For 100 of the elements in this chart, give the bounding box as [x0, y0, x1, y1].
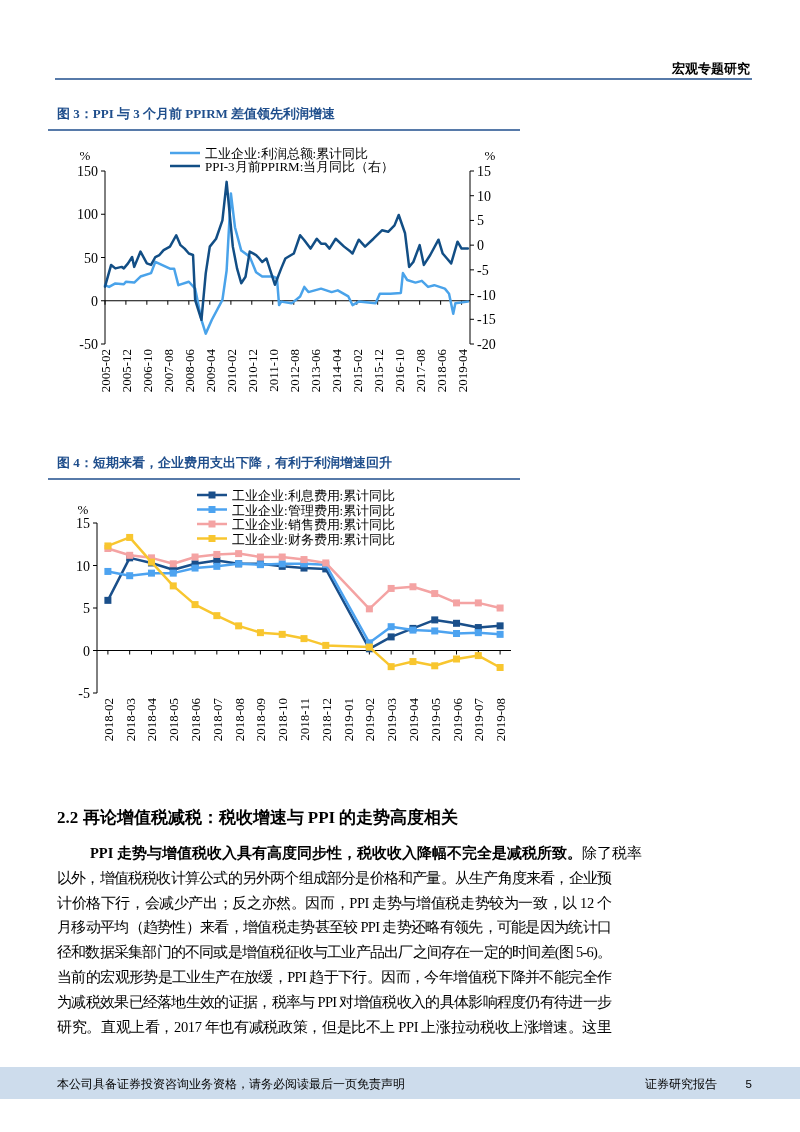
point: [496, 622, 504, 630]
x-tick-label: 2018-04: [144, 697, 160, 742]
point: [387, 663, 395, 671]
y2-tick-label: 15: [477, 164, 491, 179]
x-tick-label: 2010-02: [223, 349, 239, 393]
line-series: [103, 180, 470, 322]
y-axis-title: %: [79, 148, 91, 163]
x-tick-label: 2005-12: [118, 349, 134, 393]
y-tick-label: -50: [79, 337, 98, 352]
x-tick-label: 2012-08: [286, 349, 302, 393]
x-tick-label: 2009-04: [202, 348, 218, 393]
text: 2.2 再论增值税减税：税收增速与 PPI 的走势高度相关: [57, 808, 459, 827]
y2-tick-label: 5: [477, 213, 484, 229]
point: [235, 550, 243, 558]
point: [126, 572, 134, 580]
x-tick-label: 2008-06: [181, 348, 197, 393]
point: [235, 622, 243, 630]
x-tick-label: 2018-12: [318, 698, 334, 742]
chart-title: 图 3：PPI 与 3 个月前 PPIRM 差值领先利润增速: [57, 106, 337, 121]
y2-tick-label: -5: [477, 262, 489, 278]
x-tick-label: 2019-04: [405, 697, 421, 742]
x-tick-label: 2006-10: [139, 349, 155, 393]
x-tick-label: 2019-04: [454, 348, 470, 393]
point: [431, 590, 439, 598]
text: 以外，增值税税收计算公式的另外两个组成部分是价格和产量。从生产角度来看，企业预: [57, 869, 612, 886]
legend-label: PPI-3月前PPIRM:当月同比（右）: [205, 159, 395, 174]
text: 证券研究报告: [645, 1077, 717, 1090]
point: [453, 655, 461, 663]
point: [496, 664, 504, 671]
point: [256, 629, 264, 637]
text: PPI 走势与增值税收入具有高度同步性，税收收入降幅不完全是减税所致。: [90, 844, 582, 861]
point: [191, 553, 199, 561]
x-tick-label: 2017-08: [412, 349, 428, 393]
text: 本公司具备证券投资咨询业务资格，请务必阅读最后一页免责声明: [57, 1077, 405, 1091]
point: [387, 623, 395, 631]
x-tick-label: 2019-07: [471, 697, 487, 742]
point: [409, 583, 417, 591]
chart-title: 图 4：短期来看，企业费用支出下降，有利于利润增速回升: [57, 455, 392, 470]
point: [431, 627, 439, 635]
x-tick-label: 2019-06: [449, 697, 465, 742]
x-tick-label: 2018-03: [122, 698, 138, 742]
point: [191, 601, 199, 609]
x-tick-label: 2007-08: [160, 349, 176, 393]
point: [431, 616, 439, 624]
line-series: [103, 192, 470, 335]
point: [387, 584, 395, 592]
y2-tick-label: 10: [477, 188, 491, 204]
x-tick-label: 2019-08: [493, 698, 509, 742]
y-axis-title: %: [77, 502, 89, 517]
x-tick-label: 2013-06: [307, 348, 323, 393]
y-tick-label: -5: [78, 686, 90, 701]
y2-tick-label: -20: [477, 337, 496, 352]
point: [365, 605, 373, 613]
point: [387, 633, 395, 641]
y-tick-label: 0: [91, 293, 98, 309]
x-tick-label: 2018-05: [166, 698, 182, 742]
y2-axis-title: %: [484, 148, 496, 163]
point: [453, 630, 461, 637]
text: 宏观专题研究: [671, 61, 750, 76]
x-tick-label: 2016-10: [391, 349, 407, 393]
x-tick-label: 2018-11: [297, 698, 312, 741]
y-tick-label: 15: [76, 516, 90, 531]
y-tick-label: 150: [77, 164, 98, 179]
x-tick-label: 2018-06: [188, 697, 204, 742]
x-tick-label: 2015-12: [370, 349, 386, 393]
point: [496, 604, 504, 612]
text: 当前的宏观形势是工业生产在放缓，PPI 趋于下行。因而，今年增值税下降并不能完全作: [57, 969, 612, 985]
point: [474, 629, 482, 637]
point: [104, 596, 112, 604]
y2-tick-label: 0: [477, 238, 484, 254]
x-tick-label: 2005-02: [98, 349, 113, 393]
x-tick-label: 2018-10: [275, 698, 291, 742]
x-tick-label: 2018-09: [253, 698, 269, 742]
legend-label: 工业企业:销售费用:累计同比: [232, 517, 396, 532]
point: [300, 556, 308, 564]
y2-tick-label: -10: [477, 287, 496, 303]
x-tick-label: 2018-06: [433, 348, 449, 393]
text: 除了税率: [581, 845, 642, 861]
x-tick-label: 2019-01: [340, 698, 356, 742]
text: 5: [745, 1078, 752, 1090]
point: [322, 641, 330, 649]
legend-label: 工业企业:利息费用:累计同比: [232, 488, 396, 503]
x-tick-label: 2011-10: [265, 349, 281, 392]
point: [147, 569, 155, 577]
x-tick-label: 2015-02: [349, 349, 365, 393]
x-tick-label: 2019-02: [362, 698, 378, 742]
text: 径和数据采集部门的不同或是增值税征收与工业产品出厂之间存在一定的时间差(图 5-6)。: [57, 944, 612, 962]
point: [169, 560, 177, 568]
y2-tick-label: -15: [477, 312, 496, 328]
x-tick-label: 2019-05: [427, 698, 443, 742]
legend-label: 工业企业:利润总额:累计同比: [205, 146, 369, 161]
x-tick-label: 2018-08: [231, 698, 247, 742]
x-tick-label: 2019-03: [384, 698, 400, 742]
point: [169, 582, 177, 590]
legend-label: 工业企业:管理费用:累计同比: [232, 502, 396, 518]
text: 计价格下行，会减少产出；反之亦然。因而，PPI 走势与增值税走势较为一致，以 12 个: [57, 894, 612, 911]
point: [496, 630, 504, 638]
point: [213, 612, 221, 620]
point: [104, 567, 112, 575]
text: 为减税效果已经落地生效的证据，税率与 PPI 对增值税收入的具体影响程度仍有待进一步: [57, 993, 612, 1010]
